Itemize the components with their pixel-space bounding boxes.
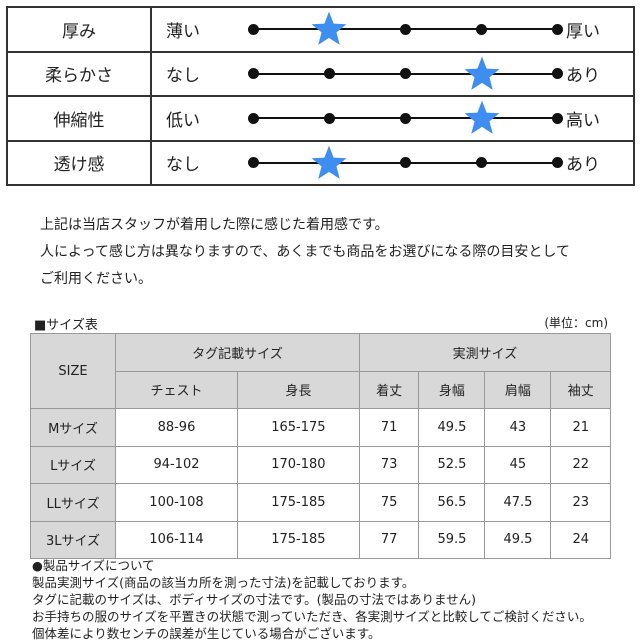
footnote: 個体差により数センチの誤差が生じている場合がございます。 — [32, 626, 381, 641]
feel-scale — [247, 50, 564, 97]
star-icon — [464, 100, 499, 135]
footnote: 製品実測サイズ(商品の該当カ所を測った寸法)を記載しております。 — [32, 575, 415, 590]
feel-right-label: あり — [564, 50, 635, 97]
scale-dot — [323, 68, 335, 80]
table-cell: 175-185 — [236, 483, 360, 522]
scale-dot — [247, 157, 259, 169]
table-cell: 45 — [484, 445, 552, 484]
table-cell: 106-114 — [115, 520, 238, 559]
table-row: Mサイズ 88-96 165-175 71 49.5 43 21 — [30, 408, 611, 447]
scale-dot — [552, 23, 564, 35]
tag-size-header: タグ記載サイズ — [115, 333, 360, 372]
star-icon — [311, 11, 347, 46]
feel-left-label: 薄い — [150, 6, 247, 53]
feel-row: 伸縮性 低い 高い — [6, 95, 635, 142]
column-header: 身長 — [236, 370, 360, 409]
table-cell: 59.5 — [418, 520, 486, 559]
feel-scale — [247, 139, 564, 186]
feel-note: 上記は当店スタッフが着用した際に感じた着用感です。 人によって感じ方は異なります… — [40, 212, 570, 293]
column-header: 肩幅 — [484, 370, 552, 409]
note-line: ご利用ください。 — [40, 271, 152, 287]
footnote: タグに記載のサイズは、ボディサイズの寸法です。(製品の寸法ではありません) — [32, 592, 477, 607]
footnote: お手持ちの服のサイズを平置きの状態で測っていただき、各実測サイズと比較してご検討… — [32, 609, 592, 624]
feel-left-label: なし — [150, 139, 247, 186]
feel-left-label: 低い — [150, 95, 247, 142]
size-table: SIZE タグ記載サイズ 実測サイズ チェスト 身長 着丈 身幅 肩幅 袖丈 Mサイズ 88… — [30, 333, 612, 559]
table-cell: 56.5 — [418, 483, 486, 522]
table-cell: 43 — [484, 408, 552, 447]
unit-label: (単位：cm) — [544, 316, 608, 330]
table-cell: 71 — [358, 408, 420, 447]
scale-dot — [247, 112, 259, 124]
star-icon — [311, 145, 347, 179]
column-header: 着丈 — [358, 370, 420, 409]
feel-row: 透け感 なし あり — [6, 139, 635, 186]
scale-dot — [247, 23, 259, 35]
feel-scale — [247, 6, 564, 53]
scale-dot — [552, 112, 564, 124]
scale-dot — [400, 68, 411, 80]
feel-right-label: あり — [564, 139, 635, 186]
table-cell: 165-175 — [236, 408, 360, 447]
scale-dot — [400, 112, 411, 124]
feel-label: 厚み — [6, 6, 152, 53]
column-header: 身幅 — [418, 370, 486, 409]
feel-left-label: なし — [150, 50, 247, 97]
table-cell: 73 — [358, 445, 420, 484]
feel-right-label: 厚い — [564, 6, 635, 53]
feel-table: 厚み 薄い 厚い 柔らかさ なし あり 伸縮性 低い 高い 透け感 なし あり — [6, 6, 635, 186]
size-header: SIZE — [30, 333, 116, 409]
table-cell: 94-102 — [115, 445, 238, 484]
table-row: 3Lサイズ 106-114 175-185 77 59.5 49.5 24 — [30, 520, 611, 559]
scale-dot — [476, 23, 488, 35]
table-cell: 52.5 — [418, 445, 486, 484]
measured-size-header: 実測サイズ — [358, 333, 612, 372]
footnote: ●製品サイズについて — [32, 558, 155, 573]
footnotes: ●製品サイズについて 製品実測サイズ(商品の該当カ所を測った寸法)を記載しており… — [32, 557, 592, 642]
table-cell: 77 — [358, 520, 420, 559]
table-cell: 75 — [358, 483, 420, 522]
column-header: チェスト — [115, 370, 238, 409]
size-name-cell: Lサイズ — [30, 445, 116, 484]
scale-dot — [400, 23, 411, 35]
table-cell: 175-185 — [236, 520, 360, 559]
scale-dot — [247, 68, 259, 80]
table-row: LLサイズ 100-108 175-185 75 56.5 47.5 23 — [30, 483, 611, 522]
scale-dot — [323, 112, 335, 124]
size-name-cell: 3Lサイズ — [30, 520, 116, 559]
feel-scale — [247, 95, 564, 142]
table-cell: 47.5 — [484, 483, 552, 522]
feel-label: 透け感 — [6, 139, 152, 186]
table-cell: 88-96 — [115, 408, 238, 447]
size-name-cell: LLサイズ — [30, 483, 116, 522]
scale-dot — [552, 68, 564, 80]
feel-row: 厚み 薄い 厚い — [6, 6, 635, 53]
scale-dot — [400, 157, 411, 169]
feel-label: 伸縮性 — [6, 95, 152, 142]
feel-label: 柔らかさ — [6, 50, 152, 97]
size-table-title: ■サイズ表 — [34, 318, 98, 333]
table-cell: 23 — [550, 483, 611, 522]
scale-dot — [476, 157, 488, 169]
table-cell: 49.5 — [484, 520, 552, 559]
scale-dot — [552, 157, 564, 169]
table-cell: 24 — [550, 520, 611, 559]
column-header: 袖丈 — [550, 370, 611, 409]
feel-row: 柔らかさ なし あり — [6, 50, 635, 97]
table-cell: 170-180 — [236, 445, 360, 484]
note-line: 上記は当店スタッフが着用した際に感じた着用感です。 — [40, 217, 389, 233]
size-name-cell: Mサイズ — [30, 408, 116, 447]
table-cell: 49.5 — [418, 408, 486, 447]
feel-right-label: 高い — [564, 95, 635, 142]
table-cell: 21 — [550, 408, 611, 447]
star-icon — [464, 56, 499, 90]
table-cell: 22 — [550, 445, 611, 484]
note-line: 人によって感じ方は異なりますので、あくまでも商品をお選びになる際の目安として — [40, 244, 570, 260]
table-cell: 100-108 — [115, 483, 238, 522]
table-row: Lサイズ 94-102 170-180 73 52.5 45 22 — [30, 445, 611, 484]
